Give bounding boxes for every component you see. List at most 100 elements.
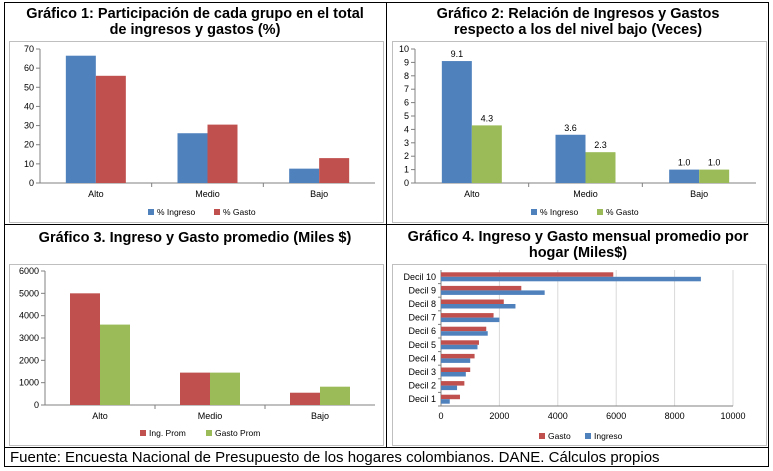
chart4-bar-ingreso-decil-2 (441, 385, 458, 391)
chart1-bar--ingreso-medio (177, 133, 208, 183)
chart2-data-label: 1.0 (678, 158, 691, 168)
chart4-legend-swatch (585, 433, 591, 439)
chart3-category-label: Bajo (311, 411, 329, 421)
chart1-category-label: Medio (195, 189, 220, 199)
chart2-data-label: 1.0 (708, 158, 721, 168)
chart2-category-label: Medio (573, 189, 598, 199)
chart2-data-label: 4.3 (481, 113, 494, 123)
chart1-ytick-label: 10 (24, 159, 34, 169)
chart3-panel: 0 1000 2000 3000 4000 5000 6000 Alto Medio Bajo In… (9, 264, 384, 446)
chart1-ytick-label: 40 (24, 101, 34, 111)
chart4-panel: 0 2000 4000 6000 8000 10000 Decil 1 Decil 2 Deci… (392, 264, 767, 446)
chart4-legend-label: Ingreso (594, 431, 623, 441)
chart1-category-label: Alto (88, 189, 104, 199)
chart2-bar--gasto-alto (471, 125, 502, 183)
chart4-xtick-label: 0 (438, 411, 443, 421)
chart1-panel: 0 10 20 30 40 50 60 70 Alto Medio Bajo % Ingreso % G… (9, 41, 384, 223)
chart4-bar-ingreso-decil-3 (441, 372, 466, 377)
chart2-bar--ingreso-bajo (669, 169, 700, 183)
chart4-bar-gasto-decil-8 (441, 299, 504, 304)
chart3-category-label: Medio (198, 411, 223, 421)
chart3-bar-gasto-prom-medio (210, 372, 240, 405)
chart3-plot: 0 1000 2000 3000 4000 5000 6000 Alto Medio Bajo In… (19, 266, 375, 438)
chart2-ytick-label: 4 (404, 124, 409, 134)
chart4-category-label: Decil 7 (408, 313, 436, 323)
chart3-legend-swatch (206, 430, 212, 436)
chart4-category-label: Decil 2 (408, 381, 436, 391)
chart1-ytick-label: 30 (24, 121, 34, 131)
chart2-title: Gráfico 2: Relación de Ingresos y Gastos… (436, 6, 720, 38)
chart4-bar-ingreso-decil-9 (441, 290, 545, 295)
chart2-ytick-label: 3 (404, 138, 409, 148)
chart4-bar-ingreso-decil-7 (441, 317, 500, 323)
chart2-legend-swatch (531, 209, 537, 215)
chart1-title: Gráfico 1: Participación de cada grupo e… (26, 6, 364, 38)
chart3-ytick-label: 1000 (19, 378, 39, 388)
chart4-category-label: Decil 6 (408, 326, 436, 336)
chart1-ytick-label: 20 (24, 140, 34, 150)
chart4-bar-gasto-decil-9 (441, 285, 522, 291)
chart2-ytick-label: 7 (404, 84, 409, 94)
chart2-ytick-label: 9 (404, 57, 409, 67)
divider-footer (4, 447, 769, 448)
chart3-ytick-label: 2000 (19, 355, 39, 365)
chart2-bar--gasto-medio (585, 152, 616, 183)
chart3-ytick-label: 0 (34, 400, 39, 410)
chart3-ytick-label: 5000 (19, 288, 39, 298)
chart4-xtick-label: 4000 (548, 411, 568, 421)
chart3-title: Gráfico 3. Ingreso y Gasto promedio (Mil… (38, 230, 352, 246)
chart3-ytick-label: 3000 (19, 333, 39, 343)
chart3-legend-swatch (140, 430, 146, 436)
chart4-category-label: Decil 3 (408, 367, 436, 377)
chart4-legend-swatch (539, 433, 545, 439)
chart2-ytick-label: 8 (404, 71, 409, 81)
chart1-legend-swatch (214, 209, 220, 215)
chart1-bar--gasto-alto (95, 75, 126, 183)
chart2-legend-label: % Ingreso (540, 207, 579, 217)
chart4-category-label: Decil 8 (408, 299, 436, 309)
chart4-bar-gasto-decil-5 (441, 340, 479, 345)
chart4-bar-ingreso-decil-4 (441, 358, 471, 363)
chart2-ytick-label: 10 (399, 44, 409, 54)
chart4-plot: 0 2000 4000 6000 8000 10000 Decil 1 Decil 2 Deci… (403, 270, 746, 441)
chart4-xtick-label: 10000 (720, 411, 745, 421)
chart1-plot: 0 10 20 30 40 50 60 70 Alto Medio Bajo % Ingreso % G… (24, 44, 375, 217)
chart4-bar-gasto-decil-6 (441, 326, 487, 332)
chart2-bar--ingreso-alto (441, 61, 472, 183)
chart4-xtick-label: 6000 (606, 411, 626, 421)
chart2-plot: 0 1 2 3 4 5 6 7 8 9 10 9.1 4.3 Alto 3.6 2.3 Medio 1.0 1.0 B… (399, 44, 756, 217)
chart4-bar-gasto-decil-2 (441, 381, 465, 386)
chart1-legend-label: % Gasto (223, 207, 256, 217)
chart4-bar-ingreso-decil-6 (441, 331, 488, 336)
chart2-data-label: 3.6 (564, 123, 577, 133)
chart4-category-label: Decil 4 (408, 353, 436, 363)
chart4-bar-gasto-decil-3 (441, 367, 471, 372)
chart1-ytick-label: 50 (24, 82, 34, 92)
chart2-bar--ingreso-medio (555, 134, 586, 183)
chart3-bar-gasto-prom-bajo (320, 386, 350, 405)
chart4-bar-gasto-decil-10 (441, 272, 614, 277)
chart2-ytick-label: 2 (404, 151, 409, 161)
chart1-ytick-label: 60 (24, 63, 34, 73)
chart4-bar-gasto-decil-1 (441, 394, 460, 400)
chart4-bar-gasto-decil-7 (441, 313, 494, 318)
chart2-data-label: 9.1 (451, 49, 464, 59)
chart3-bar-ing-prom-bajo (290, 392, 320, 405)
chart1-bar--gasto-medio (207, 124, 238, 183)
chart4-bar-ingreso-decil-8 (441, 304, 516, 309)
chart2-ytick-label: 6 (404, 98, 409, 108)
chart1-bar--ingreso-bajo (289, 168, 320, 183)
chart4-bar-ingreso-decil-5 (441, 344, 478, 350)
chart3-ytick-label: 6000 (19, 266, 39, 276)
chart1-legend-swatch (148, 209, 154, 215)
chart3-category-label: Alto (92, 411, 108, 421)
chart4-xtick-label: 2000 (489, 411, 509, 421)
chart3-ytick-label: 4000 (19, 311, 39, 321)
chart2-panel: 0 1 2 3 4 5 6 7 8 9 10 9.1 4.3 Alto 3.6 2.3 Medio 1.0 1.0 B… (392, 41, 767, 223)
chart1-bar--ingreso-alto (65, 55, 96, 184)
chart3-legend-label: Ing. Prom (149, 428, 186, 438)
chart4-category-label: Decil 10 (403, 272, 436, 282)
chart2-legend-label: % Gasto (606, 207, 639, 217)
chart1-bar--gasto-bajo (319, 158, 350, 183)
chart2-bar--gasto-bajo (699, 169, 730, 183)
